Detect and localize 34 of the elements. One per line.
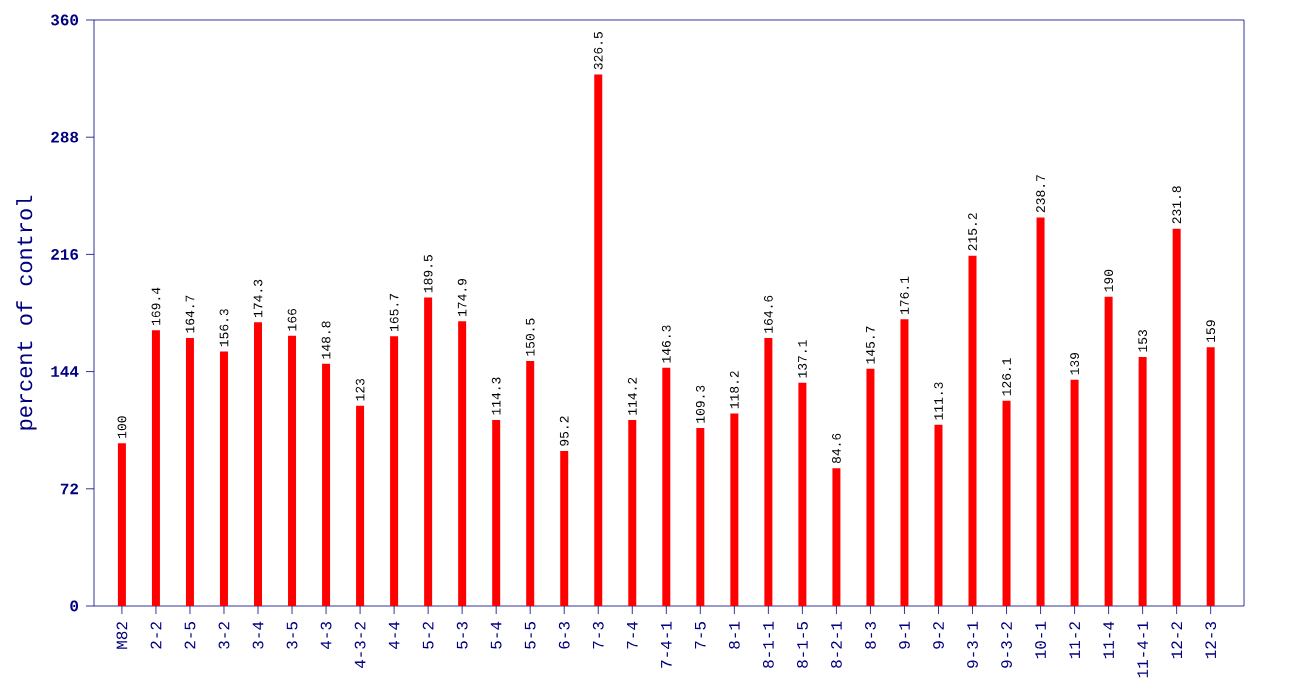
bar: [492, 419, 501, 606]
bar: [185, 337, 194, 606]
bar: [764, 338, 773, 606]
bar: [1036, 217, 1045, 606]
bar: [798, 382, 807, 606]
bar: [458, 321, 467, 606]
bar: [866, 368, 875, 606]
bar: [832, 468, 841, 606]
bar: [1206, 347, 1215, 606]
bar: [662, 367, 671, 606]
bar: [1002, 400, 1011, 606]
bar: [1138, 356, 1147, 606]
bar: [560, 451, 569, 606]
bar: [1172, 228, 1181, 606]
bar: [594, 74, 603, 606]
bar: [900, 319, 909, 606]
bar: [730, 413, 739, 606]
bar: [934, 424, 943, 606]
bar: [1070, 379, 1079, 606]
bar: [219, 351, 228, 606]
bar: [628, 420, 637, 606]
bar: [968, 255, 977, 606]
bar: [288, 335, 297, 606]
bar: [322, 363, 331, 606]
bar: [390, 336, 399, 606]
y-axis-title: percent of control: [16, 195, 37, 430]
bar: [424, 297, 433, 606]
bar: [356, 405, 365, 606]
bar: [117, 443, 126, 606]
bar: [254, 322, 263, 606]
bar: [1104, 296, 1113, 606]
bar: [151, 330, 160, 606]
bar: [696, 428, 705, 606]
bar: [526, 361, 535, 606]
